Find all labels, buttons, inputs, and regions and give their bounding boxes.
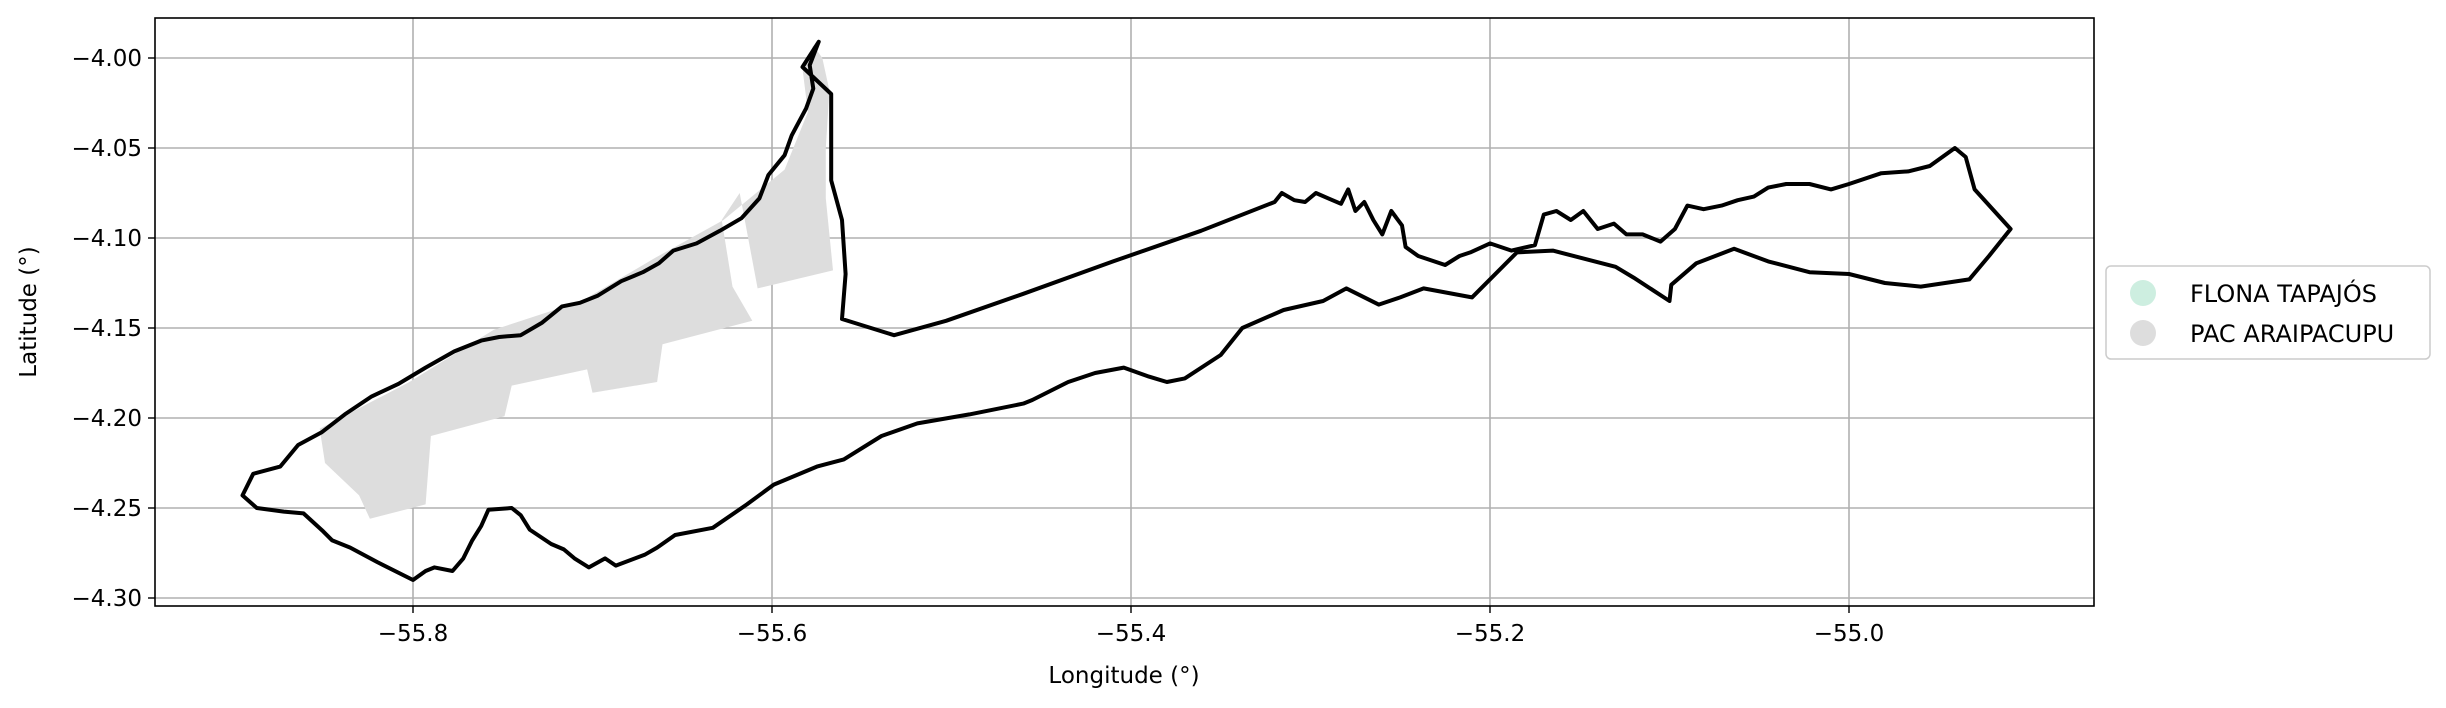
- gridlines: [155, 18, 2094, 606]
- y-tick-label: −4.05: [72, 136, 142, 162]
- x-axis-ticks: −55.8 −55.6 −55.4 −55.2 −55.0: [378, 606, 1884, 647]
- plot-area: [155, 18, 2094, 606]
- legend-label-pac: PAC ARAIPACUPU: [2190, 320, 2394, 348]
- legend-swatch-pac: [2130, 320, 2156, 346]
- y-tick-label: −4.10: [72, 226, 142, 252]
- x-tick-label: −55.4: [1096, 621, 1166, 647]
- x-tick-label: −55.2: [1455, 621, 1525, 647]
- y-tick-label: −4.00: [72, 46, 142, 72]
- legend-box: [2105, 265, 2431, 360]
- y-tick-label: −4.25: [72, 496, 142, 522]
- pac-araipacupu-area: [319, 45, 833, 519]
- x-tick-label: −55.8: [378, 621, 448, 647]
- plot-frame: [154, 17, 2095, 607]
- y-axis-title: Latitude (°): [16, 246, 42, 377]
- legend: FLONA TAPAJÓS PAC ARAIPACUPU: [2105, 265, 2431, 360]
- x-tick-label: −55.6: [737, 621, 807, 647]
- y-axis-ticks: −4.00 −4.05 −4.10 −4.15 −4.20 −4.25 −4.30: [72, 46, 155, 612]
- y-tick-label: −4.20: [72, 406, 142, 432]
- x-axis-title: Longitude (°): [1048, 663, 1199, 689]
- x-tick-label: −55.0: [1814, 621, 1884, 647]
- y-tick-label: −4.30: [72, 586, 142, 612]
- legend-label-flona: FLONA TAPAJÓS: [2190, 278, 2377, 308]
- flona-tapajos-outline: [240, 39, 2013, 582]
- legend-swatch-flona: [2130, 280, 2156, 306]
- map-layers: [240, 39, 2013, 582]
- y-tick-label: −4.15: [72, 316, 142, 342]
